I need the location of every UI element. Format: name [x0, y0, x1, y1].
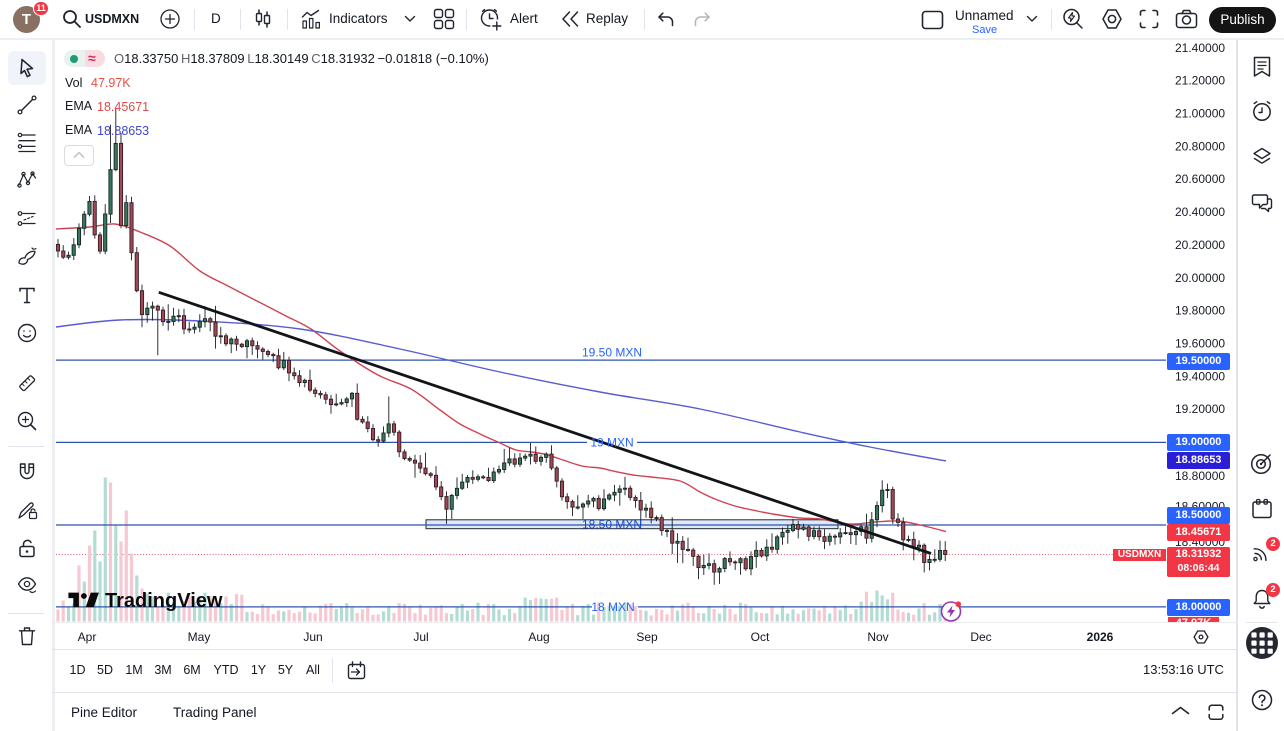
- svg-text:20.00000: 20.00000: [1175, 271, 1225, 285]
- svg-text:21.40000: 21.40000: [1175, 41, 1225, 55]
- svg-text:18.80000: 18.80000: [1175, 469, 1225, 483]
- svg-text:19.40000: 19.40000: [1175, 370, 1225, 384]
- svg-text:20.20000: 20.20000: [1175, 238, 1225, 252]
- svg-text:21.20000: 21.20000: [1175, 74, 1225, 88]
- svg-text:20.40000: 20.40000: [1175, 205, 1225, 219]
- svg-text:19.20000: 19.20000: [1175, 402, 1225, 416]
- svg-text:20.80000: 20.80000: [1175, 139, 1225, 153]
- svg-text:21.00000: 21.00000: [1175, 106, 1225, 120]
- svg-text:TradingView: TradingView: [105, 590, 223, 612]
- svg-text:19 MXN: 19 MXN: [590, 435, 633, 449]
- svg-text:18 MXN: 18 MXN: [591, 600, 634, 614]
- svg-text:19.80000: 19.80000: [1175, 304, 1225, 318]
- svg-text:20.60000: 20.60000: [1175, 172, 1225, 186]
- svg-text:19.50 MXN: 19.50 MXN: [582, 346, 642, 360]
- svg-text:19.60000: 19.60000: [1175, 337, 1225, 351]
- svg-text:18.50 MXN: 18.50 MXN: [582, 517, 642, 531]
